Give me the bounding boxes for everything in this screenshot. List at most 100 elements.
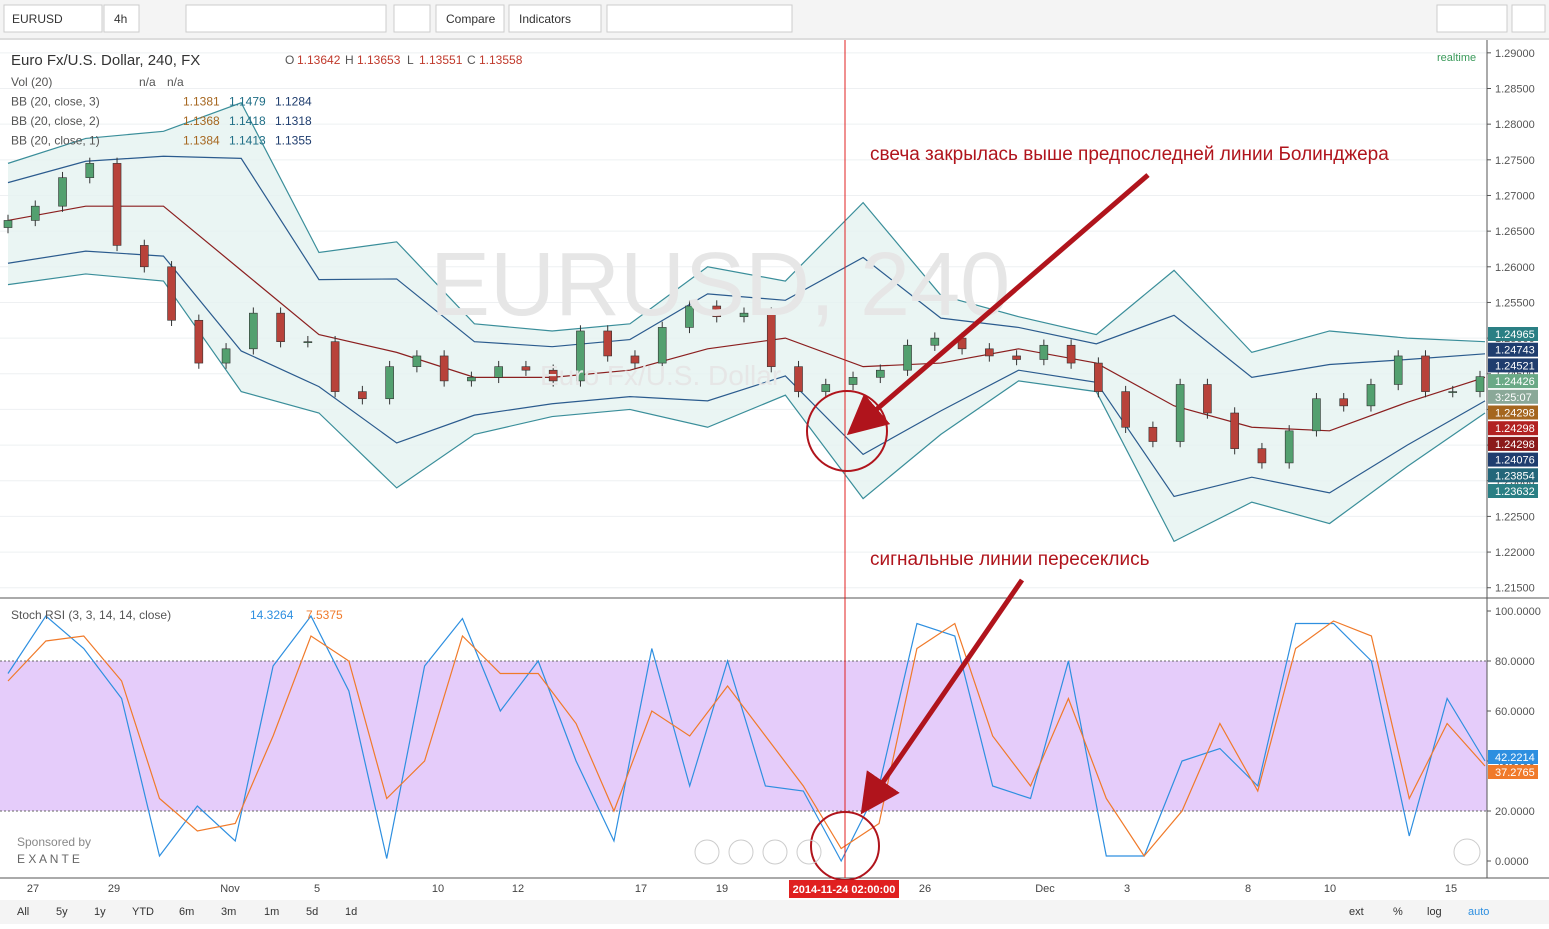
watermark: EURUSD, 240 [430,235,1010,335]
candle-body [794,366,803,392]
candle-body [1203,384,1212,414]
candle-body [1448,391,1458,393]
y-tick-label: 1.29000 [1495,48,1535,60]
candle-body [1366,384,1376,407]
study-value: 1.1413 [229,134,266,148]
symbol-box[interactable] [3,4,103,33]
legend-ohlc: C [467,53,476,67]
range-button[interactable]: 1d [345,906,357,918]
study-value: 1.1381 [183,95,220,109]
range-button[interactable]: YTD [132,906,154,918]
scroll-right[interactable] [1453,838,1481,866]
candle-body [548,369,558,382]
study-name: BB (20, close, 3) [11,95,100,109]
realtime: realtime [1437,52,1476,64]
price-tag-label: 1.24426 [1495,376,1535,388]
candle-body [358,391,367,400]
candle-body [139,245,149,268]
range-button[interactable]: 1y [94,906,106,918]
study-value: 1.1355 [275,134,312,148]
settings-button[interactable] [393,4,431,33]
nav-button[interactable] [762,839,788,865]
price-tag [1488,327,1538,341]
y-tick-label: 1.26500 [1495,226,1535,238]
range-button[interactable]: 5d [306,906,318,918]
undo-redo[interactable] [1436,4,1508,33]
y-tick-label: 1.27500 [1495,155,1535,167]
y-tick-label: 1.28500 [1495,83,1535,95]
candle-body [1039,344,1049,360]
legend-ohlc: H [345,53,354,67]
candle-body [1339,398,1349,407]
indicators-button[interactable] [508,4,602,33]
x-tick-label: Nov [220,883,240,895]
candle-body [439,355,449,382]
candle-body [494,366,503,378]
x-tick-label: 19 [716,883,728,895]
compare-button[interactable] [435,4,505,33]
scale-option[interactable]: log [1427,906,1442,918]
candle-body [1148,426,1158,442]
range-button[interactable]: 3m [221,906,236,918]
range-button[interactable]: All [17,906,29,918]
nav-button[interactable] [728,839,754,865]
candle-body [603,330,613,357]
x-tick-label: Dec [1035,883,1055,895]
price-tag-label: 1.24965 [1495,329,1535,341]
annotation: свеча закрылась выше предпоследней линии… [870,144,1389,165]
watermark-desc: Euro Fx/U.S. Dollar [540,360,781,391]
x-tick-label: 8 [1245,883,1251,895]
stoch-name: Stoch RSI (3, 3, 14, 14, close) [11,608,171,622]
divider [0,38,1549,40]
price-tag-label: 1.24743 [1495,345,1535,357]
bollinger-line [7,273,1486,543]
x-tick-label: 17 [635,883,647,895]
highlight-circle [806,390,888,472]
candle-body [412,355,422,367]
y-tick-label: 60.0000 [1495,706,1535,718]
candle-body [330,341,340,392]
study-value: 1.1318 [275,114,312,128]
candle-body [1175,384,1185,442]
candle-body [1094,362,1103,392]
symbol[interactable]: EURUSD [12,12,63,26]
scale-option[interactable]: ext [1349,906,1364,918]
stoch-tag [1488,765,1538,779]
candle-body [276,312,285,342]
candle-body [930,337,940,346]
price-tag-label: 1.23854 [1495,470,1535,482]
bollinger-line [7,102,1486,354]
y-tick-label: 0.0000 [1495,856,1529,868]
price-tag [1488,421,1538,436]
interval-box[interactable] [103,4,140,33]
indicators[interactable]: Indicators [519,12,571,26]
scale-option[interactable]: auto [1468,906,1489,918]
interval[interactable]: 4h [114,12,127,26]
study-name: BB (20, close, 2) [11,114,100,128]
price-tag [1488,484,1538,498]
range-button[interactable]: 6m [179,906,194,918]
compare[interactable]: Compare [446,12,496,26]
stoch-tag-label: 37.2765 [1495,767,1535,779]
x-tick-label: 10 [432,883,444,895]
candle-body [221,348,231,364]
crosshair-label: 2014-11-24 02:00:00 [793,884,896,896]
nav-button[interactable] [694,839,720,865]
candle-body [1312,398,1321,432]
study-value: 1.1368 [183,114,220,128]
study-value: 1.1479 [229,95,266,109]
tool-buttons[interactable] [606,4,793,33]
nav-button[interactable] [796,839,822,865]
bollinger-line [7,155,1486,378]
arrow [860,578,1025,815]
price-tag [1488,374,1538,389]
chart-style-buttons[interactable] [185,4,387,33]
range-button[interactable]: 1m [264,906,279,918]
scale-option[interactable]: % [1393,906,1403,918]
candle-body [739,312,749,318]
candle-body [1121,391,1130,428]
range-button[interactable]: 5y [56,906,68,918]
fullscreen[interactable] [1511,4,1546,33]
y-tick-label: 1.22000 [1495,547,1535,559]
